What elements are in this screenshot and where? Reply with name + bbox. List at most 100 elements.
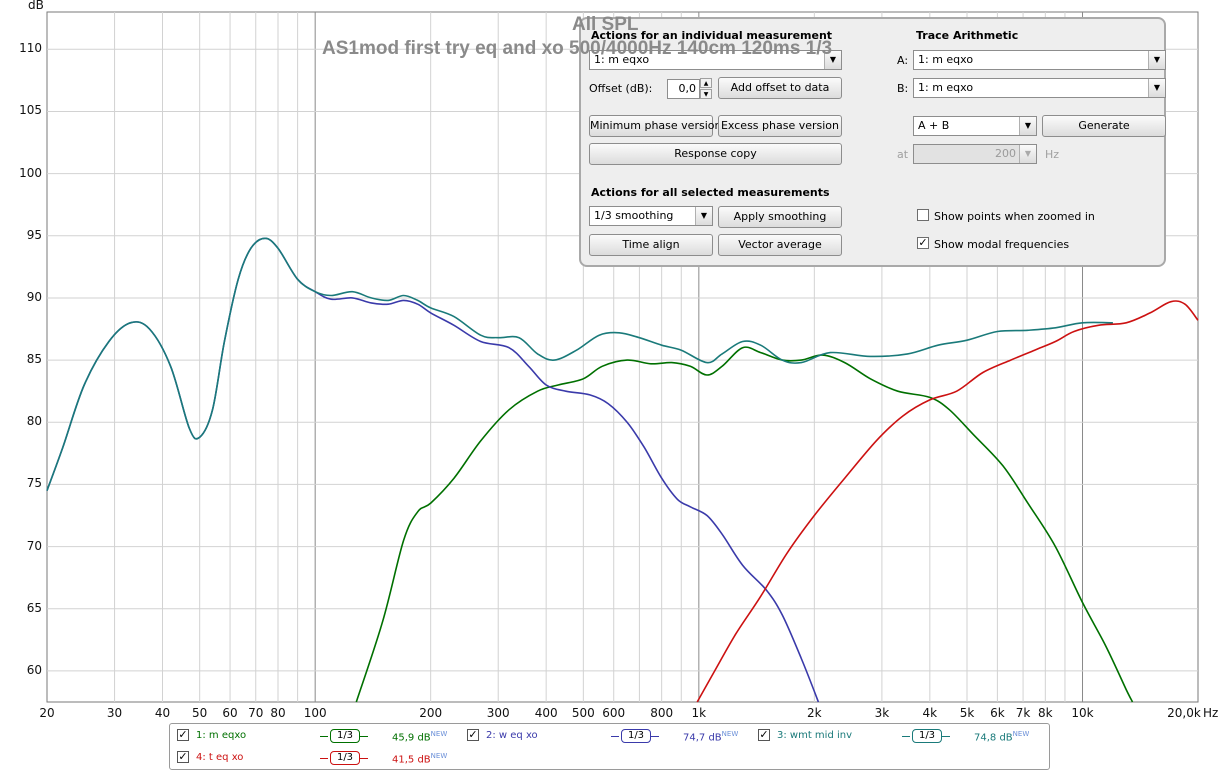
- chevron-down-icon[interactable]: ▼: [824, 51, 841, 69]
- new-tag-1: NEW: [430, 730, 448, 738]
- chevron-down-icon[interactable]: ▼: [1019, 117, 1036, 135]
- response-copy-button[interactable]: Response copy: [589, 143, 842, 165]
- x-tick-label: 400: [534, 706, 558, 720]
- x-tick-label: 7k: [1015, 706, 1031, 720]
- show-points-checkbox[interactable]: [917, 209, 929, 221]
- smoothing-select-value: 1/3 smoothing: [594, 209, 674, 222]
- smoothing-badge-2[interactable]: 1/3: [621, 729, 651, 743]
- chevron-down-icon[interactable]: ▼: [1148, 79, 1165, 97]
- legend-checkbox-2[interactable]: ✓: [467, 728, 479, 741]
- legend-line-4: [320, 758, 328, 759]
- individual-actions-heading: Actions for an individual measurement: [591, 29, 833, 42]
- y-tick-label: 110: [19, 41, 42, 56]
- spin-down-icon[interactable]: ▼: [700, 89, 712, 99]
- series-line-4: [696, 300, 1199, 703]
- legend-level-1: 45,9 dBNEW: [392, 730, 447, 743]
- y-tick-label: 65: [26, 600, 42, 615]
- legend-line-2: [611, 736, 619, 737]
- smoothing-badge-4[interactable]: 1/3: [330, 751, 360, 765]
- x-tick-label: 30: [106, 706, 123, 720]
- excess-phase-button[interactable]: Excess phase version: [718, 115, 842, 137]
- x-tick-label: 4k: [922, 706, 938, 720]
- spin-up-icon[interactable]: ▲: [700, 78, 712, 88]
- legend-checkbox-3[interactable]: ✓: [758, 728, 770, 741]
- x-tick-label: 60: [222, 706, 238, 720]
- apply-smoothing-button[interactable]: Apply smoothing: [718, 206, 842, 228]
- x-tick-label: 200: [419, 706, 443, 720]
- trace-b-value: 1: m eqxo: [918, 81, 974, 94]
- legend-level-value-2: 74,7 dB: [683, 732, 722, 744]
- chevron-down-icon[interactable]: ▼: [1148, 51, 1165, 69]
- legend-line-1: [360, 736, 368, 737]
- y-tick-label: 60: [26, 662, 42, 677]
- vector-average-button[interactable]: Vector average: [718, 234, 842, 256]
- generate-button[interactable]: Generate: [1042, 115, 1166, 137]
- x-tick-label: 20: [39, 706, 55, 720]
- x-tick-label: 8k: [1038, 706, 1053, 720]
- y-tick-label: 70: [26, 538, 42, 553]
- operation-value: A + B: [918, 119, 950, 132]
- time-align-button[interactable]: Time align: [589, 234, 713, 256]
- x-tick-label: 10k: [1071, 706, 1094, 720]
- legend-level-value-4: 41,5 dB: [392, 754, 431, 766]
- trace-a-value: 1: m eqxo: [918, 53, 974, 66]
- x-tick-label: 300: [486, 706, 510, 720]
- legend-name-2[interactable]: 2: w eq xo: [486, 730, 538, 741]
- new-tag-2: NEW: [721, 730, 739, 738]
- legend-level-4: 41,5 dBNEW: [392, 752, 447, 765]
- measurement-select[interactable]: 1: m eqxo ▼: [589, 50, 842, 70]
- x-tick-label: 600: [602, 706, 626, 720]
- trace-arithmetic-heading: Trace Arithmetic: [916, 29, 1019, 42]
- minimum-phase-button[interactable]: Minimum phase version: [589, 115, 721, 137]
- y-tick-label: 75: [26, 476, 42, 491]
- chevron-down-icon[interactable]: ▼: [695, 207, 712, 225]
- measurement-select-value: 1: m eqxo: [594, 53, 650, 66]
- offset-label: Offset (dB):: [589, 82, 653, 95]
- x-tick-label: 70: [248, 706, 264, 720]
- smoothing-badge-3[interactable]: 1/3: [912, 729, 942, 743]
- x-axis-unit: Hz: [1203, 706, 1219, 720]
- legend-level-2: 74,7 dBNEW: [683, 730, 738, 743]
- x-tick-label: 500: [571, 706, 595, 720]
- legend-level-value-1: 45,9 dB: [392, 732, 431, 744]
- y-axis-unit: dB: [28, 0, 44, 12]
- measurement-legend: ✓ 1: m eqxo 1/3 45,9 dBNEW ✓ 2: w eq xo …: [169, 723, 1050, 770]
- legend-checkbox-4[interactable]: ✓: [177, 750, 189, 763]
- trace-a-select[interactable]: 1: m eqxo ▼: [913, 50, 1166, 70]
- legend-line-4: [360, 758, 368, 759]
- trace-b-label: B:: [897, 82, 909, 95]
- series-line-3: [46, 237, 1113, 491]
- chevron-down-icon: ▼: [1019, 145, 1036, 163]
- at-frequency-value: 200: [995, 147, 1016, 160]
- x-tick-label: 800: [650, 706, 674, 720]
- legend-checkbox-1[interactable]: ✓: [177, 728, 189, 741]
- show-modal-checkbox[interactable]: ✓: [917, 236, 929, 249]
- chart-title: All SPL: [572, 14, 639, 35]
- operation-select[interactable]: A + B ▼: [913, 116, 1037, 136]
- legend-name-1[interactable]: 1: m eqxo: [196, 730, 247, 741]
- legend-name-4[interactable]: 4: t eq xo: [196, 752, 244, 763]
- at-frequency-input[interactable]: 200 ▼: [913, 144, 1037, 164]
- offset-input[interactable]: 0,0: [667, 79, 700, 99]
- measurement-actions-panel: Actions for an individual measurement 1:…: [579, 17, 1166, 267]
- y-tick-label: 95: [26, 227, 42, 242]
- chart-subtitle: AS1mod first try eq and xo 500/4000Hz 14…: [322, 38, 833, 59]
- y-tick-label: 105: [19, 103, 42, 118]
- at-label: at: [897, 148, 909, 161]
- legend-name-3[interactable]: 3: wmt mid inv: [777, 730, 853, 741]
- legend-level-value-3: 74,8 dB: [974, 732, 1013, 744]
- smoothing-badge-1[interactable]: 1/3: [330, 729, 360, 743]
- x-tick-label: 1k: [691, 706, 707, 720]
- legend-line-3: [942, 736, 950, 737]
- series-line-1: [355, 346, 1134, 703]
- x-tick-label: 3k: [874, 706, 890, 720]
- y-tick-label: 85: [26, 352, 42, 367]
- hz-unit-label: Hz: [1045, 148, 1060, 161]
- x-tick-label: 50: [192, 706, 208, 720]
- add-offset-button[interactable]: Add offset to data: [718, 77, 842, 99]
- all-actions-heading: Actions for all selected measurements: [591, 186, 830, 199]
- trace-b-select[interactable]: 1: m eqxo ▼: [913, 78, 1166, 98]
- x-tick-label: 6k: [990, 706, 1005, 720]
- y-tick-label: 100: [19, 165, 42, 180]
- smoothing-select[interactable]: 1/3 smoothing ▼: [589, 206, 713, 226]
